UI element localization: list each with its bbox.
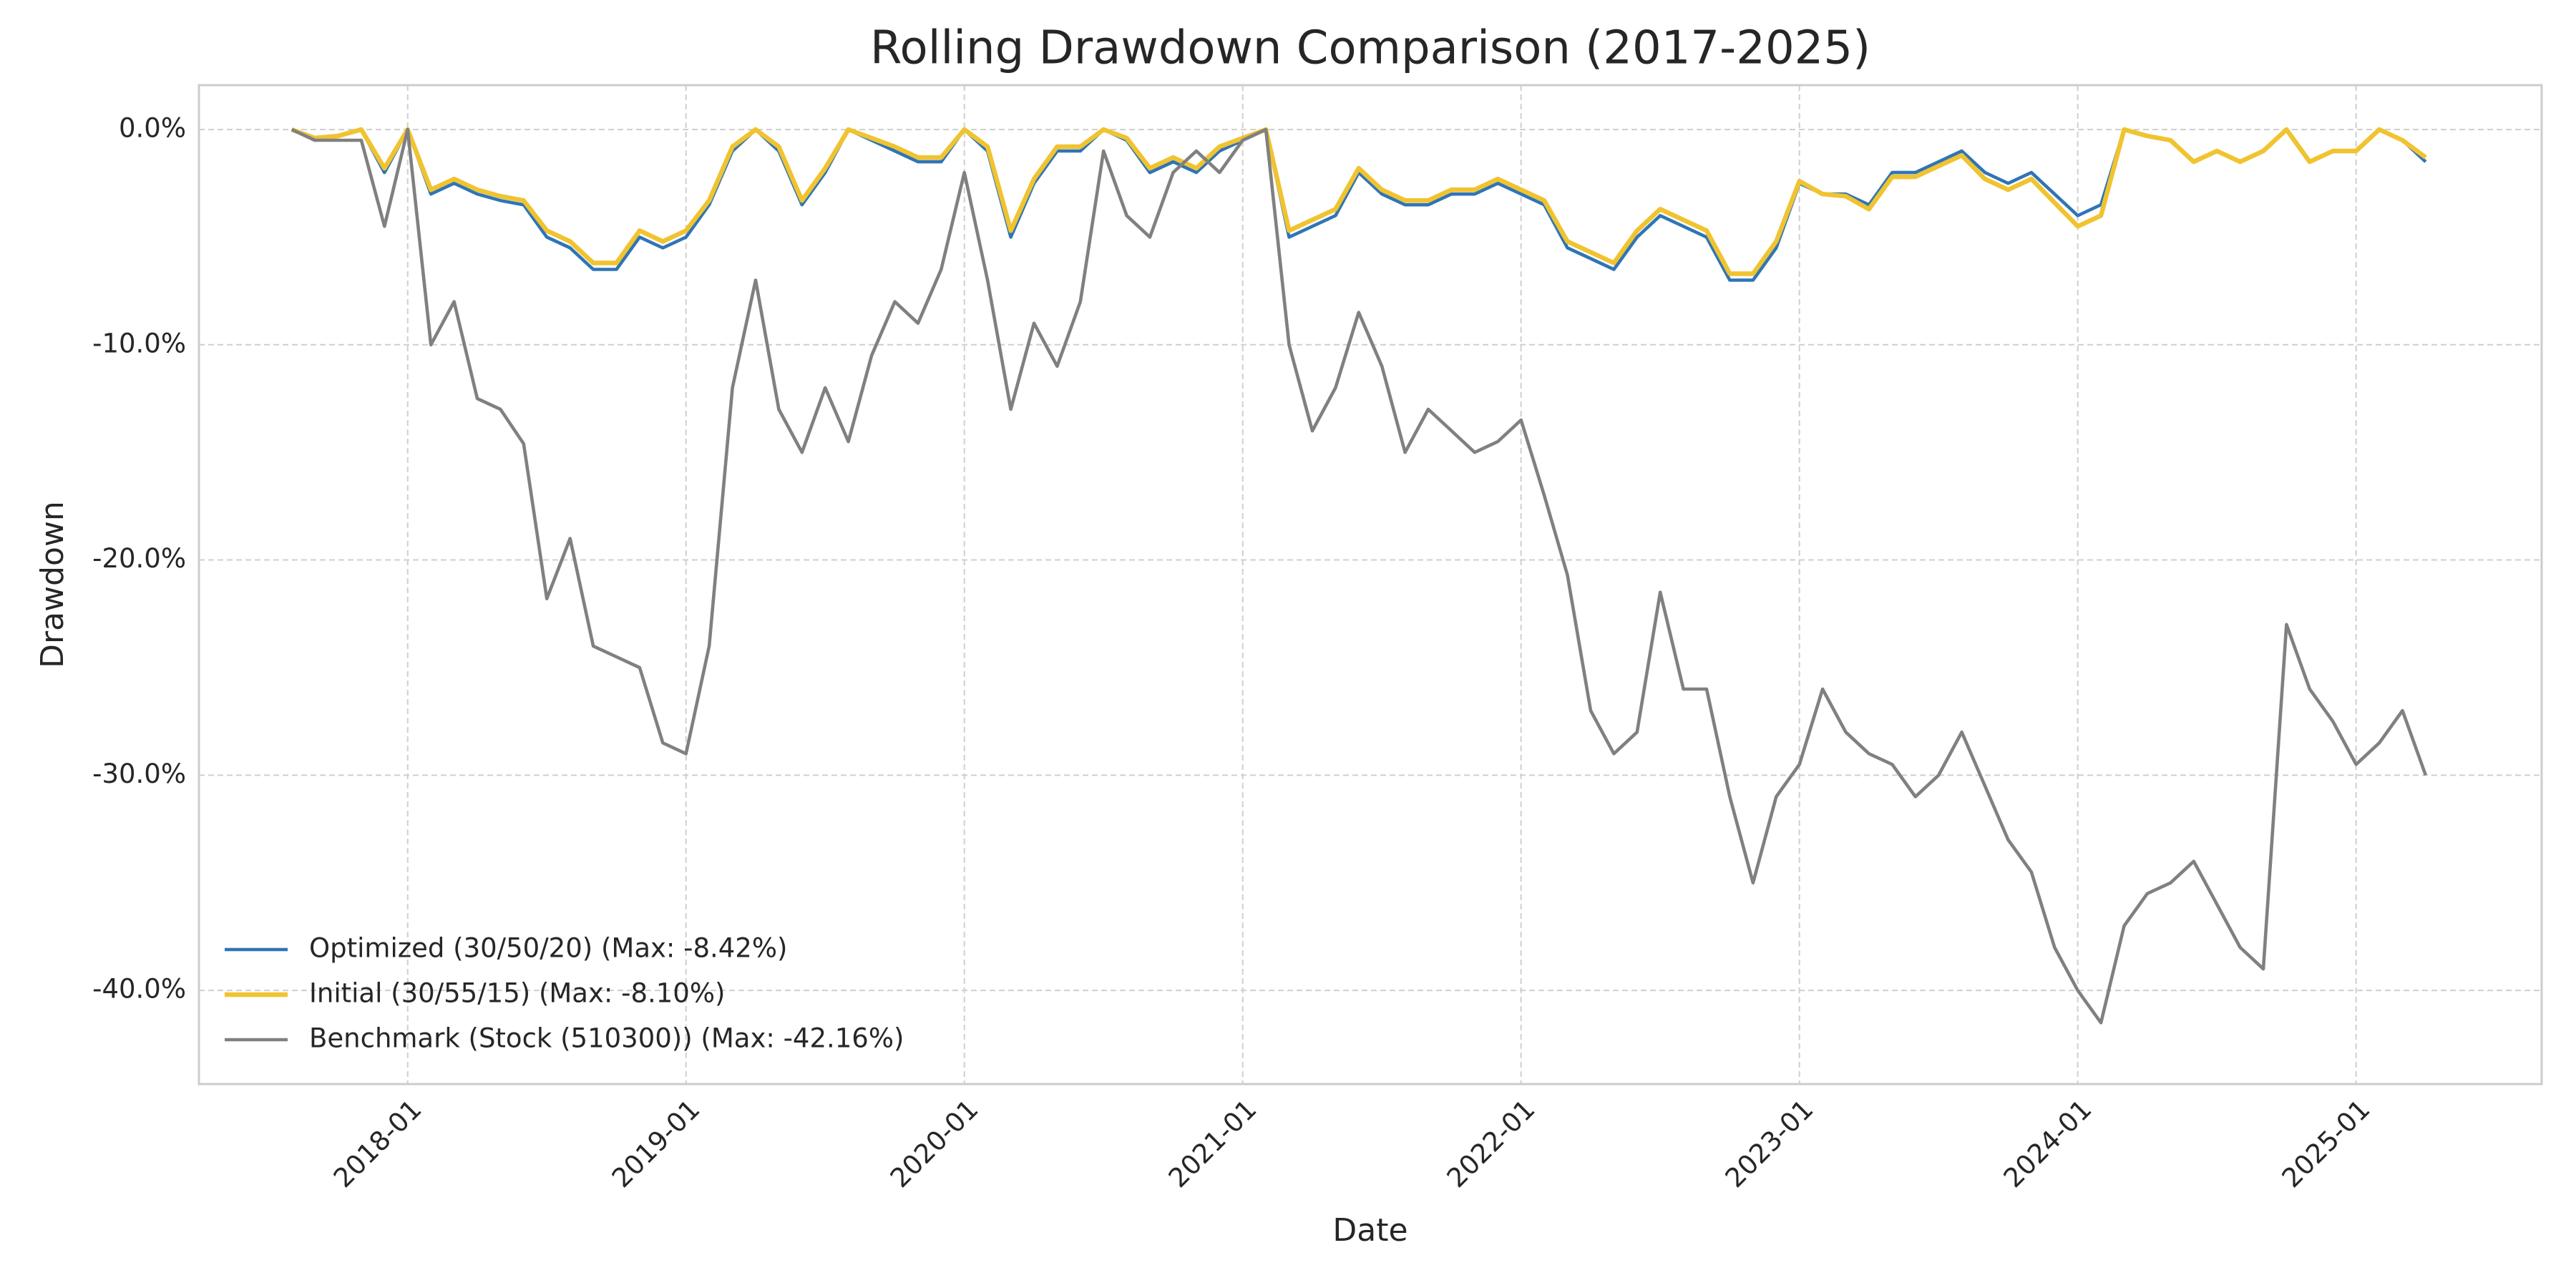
series-line xyxy=(291,127,2427,276)
legend-label: Benchmark (Stock (510300)) (Max: -42.16%… xyxy=(309,1023,904,1054)
y-tick-label: -10.0% xyxy=(92,328,186,358)
legend-label: Initial (30/55/15) (Max: -8.10%) xyxy=(309,978,725,1009)
legend-label: Optimized (30/50/20) (Max: -8.42%) xyxy=(309,933,787,964)
plot-frame xyxy=(197,84,2543,1085)
series-line xyxy=(291,127,2428,1025)
chart-title: Rolling Drawdown Comparison (2017-2025) xyxy=(870,22,1870,75)
y-tick-label: -20.0% xyxy=(92,543,186,574)
x-axis-label: Date xyxy=(1332,1212,1407,1249)
y-tick-label: -40.0% xyxy=(92,974,186,1005)
y-tick-label: 0.0% xyxy=(119,112,186,143)
y-axis-label: Drawdown xyxy=(34,501,71,668)
y-tick-label: -30.0% xyxy=(92,758,186,789)
